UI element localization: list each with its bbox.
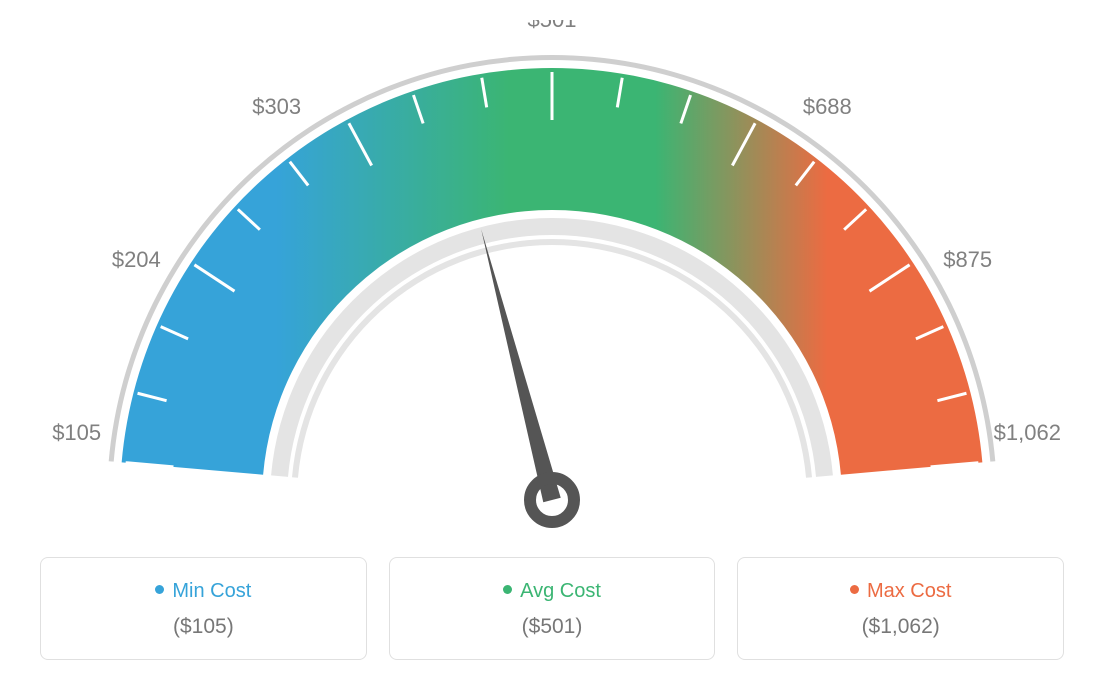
dot-icon (850, 585, 859, 594)
svg-text:$1,062: $1,062 (994, 420, 1061, 445)
legend-title-avg: Avg Cost (400, 580, 705, 603)
legend-label-avg: Avg Cost (520, 580, 601, 602)
legend-card-min: Min Cost ($105) (40, 557, 367, 660)
svg-text:$688: $688 (803, 94, 852, 119)
legend-label-max: Max Cost (867, 580, 951, 602)
legend-title-max: Max Cost (748, 580, 1053, 603)
svg-text:$105: $105 (52, 420, 101, 445)
svg-text:$875: $875 (943, 247, 992, 272)
svg-text:$204: $204 (112, 247, 161, 272)
legend-value-min: ($105) (51, 615, 356, 639)
legend-value-avg: ($501) (400, 615, 705, 639)
legend-title-min: Min Cost (51, 580, 356, 603)
legend-card-avg: Avg Cost ($501) (389, 557, 716, 660)
legend-row: Min Cost ($105) Avg Cost ($501) Max Cost… (40, 557, 1064, 660)
svg-text:$303: $303 (252, 94, 301, 119)
svg-text:$501: $501 (528, 20, 577, 32)
dot-icon (503, 585, 512, 594)
legend-card-max: Max Cost ($1,062) (737, 557, 1064, 660)
legend-label-min: Min Cost (172, 580, 251, 602)
gauge-svg: $105 $204 $303 $501 $688 $875 $1,062 (0, 20, 1104, 560)
legend-value-max: ($1,062) (748, 615, 1053, 639)
cost-gauge: $105 $204 $303 $501 $688 $875 $1,062 (0, 20, 1104, 560)
dot-icon (155, 585, 164, 594)
